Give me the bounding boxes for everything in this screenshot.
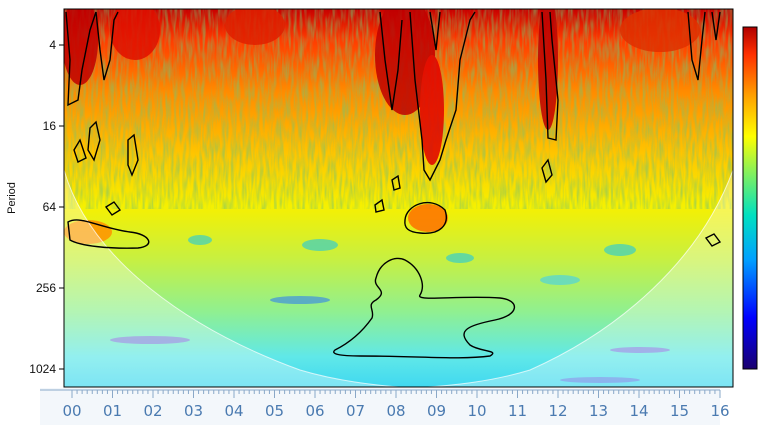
x-minor-ticks [71,390,721,398]
x-tick-label: 11 [508,402,527,420]
x-tick-label: 02 [143,402,162,420]
significance-contours [65,11,722,359]
x-tick-label: 09 [427,402,446,420]
y-tick-label: 16 [43,119,57,133]
y-tick-label: 4 [49,38,56,52]
x-tick-label: 14 [629,402,648,420]
y-axis: 4 16 64 256 1024 [29,38,64,376]
x-tick-label: 03 [184,402,203,420]
plot-border [63,8,734,388]
x-tick-label: 16 [710,402,729,420]
y-tick-label: 64 [43,200,57,214]
x-axis: 00 01 02 03 04 05 06 07 08 09 10 11 12 13 14 15 16 [40,388,730,425]
x-tick-label: 12 [548,402,567,420]
x-tick-label: 13 [589,402,608,420]
colorbar [742,26,758,370]
high-power-regions [64,9,700,244]
x-tick-label: 04 [224,402,243,420]
x-tick-label: 01 [103,402,122,420]
x-tick-label: 15 [670,402,689,420]
low-power-regions [110,235,670,383]
colorbar-gradient [742,26,758,370]
x-tick-labels: 00 01 02 03 04 05 06 07 08 09 10 11 12 13 14 15 16 [62,402,729,420]
x-tick-label: 08 [386,402,405,420]
x-tick-label: 07 [346,402,365,420]
cone-of-influence-mask [64,169,733,387]
x-axis-band [40,388,720,425]
y-tick-label: 256 [36,281,56,295]
plot-area [64,9,733,387]
x-tick-label: 06 [305,402,324,420]
y-tick-label: 1024 [29,362,56,376]
y-axis-label: Period [6,182,18,214]
x-tick-label: 00 [62,402,81,420]
x-tick-label: 10 [467,402,486,420]
x-tick-label: 05 [265,402,284,420]
